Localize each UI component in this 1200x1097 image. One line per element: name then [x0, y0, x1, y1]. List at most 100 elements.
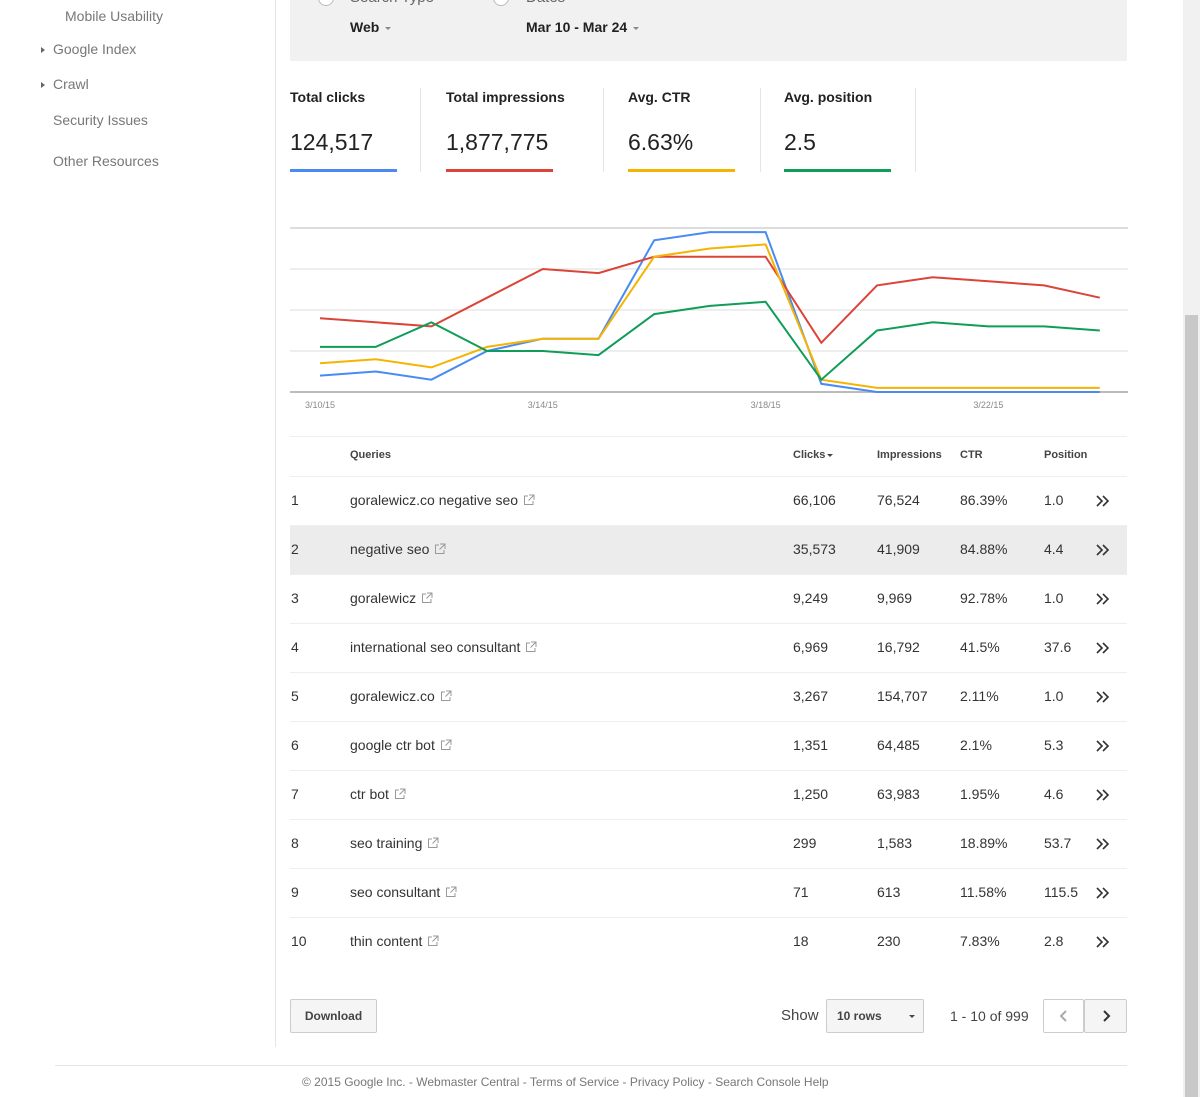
external-link-icon[interactable] — [525, 641, 537, 653]
filter-label: Dates — [526, 0, 565, 6]
external-link-icon[interactable] — [434, 543, 446, 555]
icon-arrow — [432, 935, 439, 942]
cell-text: 92.78% — [960, 590, 1008, 606]
sidebar-item[interactable]: Google Index — [53, 41, 137, 57]
query-cell[interactable]: ctr bot — [350, 786, 406, 802]
sidebar-item[interactable]: Other Resources — [53, 153, 159, 169]
chevron — [1096, 838, 1110, 850]
details-chevron[interactable] — [1095, 886, 1111, 900]
query-cell[interactable]: seo consultant — [350, 884, 457, 900]
query-cell[interactable]: goralewicz.co negative seo — [350, 492, 535, 508]
next-button[interactable] — [1084, 999, 1127, 1033]
metric-separator — [915, 88, 916, 172]
query-cell[interactable]: google ctr bot — [350, 737, 452, 753]
chart: 3/10/15 3/14/15 3/18/15 3/22/15 — [290, 227, 1128, 410]
external-link-icon[interactable] — [440, 690, 452, 702]
table-row[interactable]: 3 goralewicz 9,249 9,969 92.78% 1.0 — [290, 574, 1127, 623]
table-row[interactable]: 8 seo training 299 1,583 18.89% 53.7 — [290, 819, 1127, 868]
chevron — [1096, 789, 1110, 801]
rows-select[interactable]: 10 rows — [826, 999, 924, 1033]
column-header[interactable]: Clicks — [793, 449, 834, 461]
table-row[interactable]: 4 international seo consultant 6,969 16,792… — [290, 623, 1127, 672]
query-cell[interactable]: seo training — [350, 835, 439, 851]
column-header[interactable]: Impressions — [877, 449, 942, 461]
download-button[interactable]: Download — [290, 999, 377, 1033]
radio[interactable] — [318, 0, 334, 6]
column-header[interactable]: CTR — [960, 449, 983, 461]
external-link-icon[interactable] — [394, 788, 406, 800]
details-chevron[interactable] — [1095, 837, 1111, 851]
details-chevron[interactable] — [1095, 935, 1111, 949]
external-link-icon[interactable] — [427, 837, 439, 849]
radio[interactable] — [493, 0, 509, 6]
cell: 1,250 — [793, 786, 828, 802]
icon-box — [428, 838, 438, 848]
details-chevron[interactable] — [1095, 788, 1111, 802]
external-link-icon[interactable] — [440, 739, 452, 751]
details-chevron[interactable] — [1095, 641, 1111, 655]
sidebar-item[interactable]: Crawl — [53, 76, 89, 92]
metric-label: Total clicks — [290, 89, 366, 105]
details-chevron[interactable] — [1095, 739, 1111, 753]
cell: 6 — [291, 737, 299, 753]
table-row[interactable]: 1 goralewicz.co negative seo 66,106 76,524 8… — [290, 476, 1127, 525]
table-row[interactable]: 6 google ctr bot 1,351 64,485 2.1% 5.3 — [290, 721, 1127, 770]
cell-text: 2.8 — [1044, 933, 1064, 949]
query-cell[interactable]: goralewicz — [350, 590, 433, 606]
cell-text: 154,707 — [877, 688, 928, 704]
icon-arrow — [432, 837, 439, 844]
metric-underline — [784, 169, 891, 172]
prev-button[interactable] — [1043, 999, 1084, 1033]
sidebar-item[interactable]: Security Issues — [53, 112, 148, 128]
chevron — [1096, 544, 1110, 556]
cell-text: 1,351 — [793, 737, 829, 753]
scrollbar-thumb[interactable] — [1185, 315, 1198, 1097]
sidebar-border — [275, 0, 276, 1047]
chevron — [1096, 740, 1110, 752]
cell: 16,792 — [877, 639, 920, 655]
query-cell[interactable]: negative seo — [350, 541, 446, 557]
cell: 41,909 — [877, 541, 920, 557]
metric-separator — [603, 88, 604, 172]
metric-value: 124,517 — [290, 129, 374, 155]
cell: 2.1% — [960, 737, 992, 753]
external-link-icon[interactable] — [421, 592, 433, 604]
cell-text: seo consultant — [350, 884, 441, 900]
query-cell[interactable]: thin content — [350, 933, 439, 949]
show-label: Show — [781, 1007, 819, 1024]
column-header-text: Queries — [350, 449, 391, 461]
table-row[interactable]: 5 goralewicz.co 3,267 154,707 2.11% 1.0 — [290, 672, 1127, 721]
external-link-icon[interactable] — [523, 494, 535, 506]
cell-text: 7.83% — [960, 933, 1000, 949]
details-chevron[interactable] — [1095, 592, 1111, 606]
column-header[interactable]: Position — [1044, 449, 1087, 461]
cell: 92.78% — [960, 590, 1007, 606]
cell: 1,583 — [877, 835, 912, 851]
cell: 86.39% — [960, 492, 1007, 508]
external-link-icon[interactable] — [427, 935, 439, 947]
chevron — [1096, 887, 1110, 899]
filter-value[interactable]: Mar 10 - Mar 24 — [526, 19, 640, 35]
cell: 5 — [291, 688, 299, 704]
cell: 2.8 — [1044, 933, 1063, 949]
cell: 4 — [291, 639, 299, 655]
cell: 3 — [291, 590, 299, 606]
cell-text: 9,969 — [877, 590, 913, 606]
external-link-icon[interactable] — [445, 886, 457, 898]
sidebar-item[interactable]: Mobile Usability — [65, 8, 164, 24]
table-row[interactable]: 10 thin content 18 230 7.83% 2.8 — [290, 917, 1127, 966]
table-row[interactable]: 7 ctr bot 1,250 63,983 1.95% 4.6 — [290, 770, 1127, 819]
query-cell[interactable]: goralewicz.co — [350, 688, 452, 704]
details-chevron[interactable] — [1095, 494, 1111, 508]
details-chevron[interactable] — [1095, 543, 1111, 557]
details-chevron[interactable] — [1095, 690, 1111, 704]
query-cell[interactable]: international seo consultant — [350, 639, 537, 655]
filter-value[interactable]: Web — [350, 19, 392, 35]
cell-text: 1,250 — [793, 786, 829, 802]
table-row[interactable]: 2 negative seo 35,573 41,909 84.88% 4.4 — [290, 525, 1127, 574]
cell: 18 — [793, 933, 809, 949]
icon-arrow — [399, 788, 406, 795]
table-row[interactable]: 9 seo consultant 71 613 11.58% 115.5 — [290, 868, 1127, 917]
cell-text: google ctr bot — [350, 737, 435, 753]
cell: 1.0 — [1044, 590, 1063, 606]
